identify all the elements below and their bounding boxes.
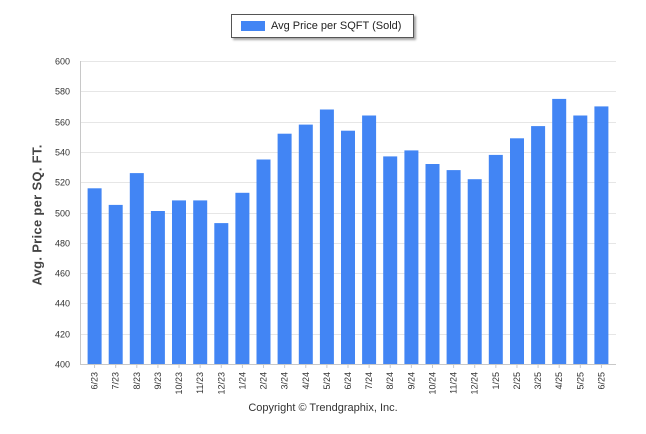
- x-tick-label: 1/24: [237, 372, 247, 390]
- bar: [467, 179, 482, 364]
- x-tick-label: 6/23: [90, 372, 100, 390]
- x-tick-label: 12/23: [216, 372, 226, 395]
- y-axis-label: Avg. Price per SQ. FT.: [29, 144, 45, 286]
- x-tick-label: 10/23: [174, 372, 184, 395]
- x-tick-label: 5/25: [575, 372, 585, 390]
- bar: [108, 204, 123, 364]
- legend: Avg Price per SQFT (Sold): [231, 14, 414, 38]
- x-tick-label: 8/24: [385, 372, 395, 390]
- x-tick-label: 1/25: [491, 372, 501, 390]
- bar: [446, 170, 461, 364]
- x-tick-label: 6/25: [596, 372, 606, 390]
- x-tick-label: 4/24: [301, 372, 311, 390]
- bar: [404, 150, 419, 364]
- bar: [425, 164, 440, 364]
- x-tick-label: 2/25: [512, 372, 522, 390]
- x-tick-label: 12/24: [470, 372, 480, 395]
- bar: [256, 159, 271, 364]
- y-tick-label: 400: [55, 360, 70, 370]
- x-tick-label: 5/24: [322, 372, 332, 390]
- y-tick-label: 440: [55, 299, 70, 309]
- y-tick-label: 460: [55, 269, 70, 279]
- bar: [172, 200, 186, 364]
- y-tick-label: 520: [55, 178, 70, 188]
- y-tick-label: 580: [55, 87, 70, 97]
- y-tick-label: 500: [55, 209, 70, 219]
- x-tick-label: 2/24: [259, 372, 269, 390]
- x-tick-label: 3/25: [533, 372, 543, 390]
- y-tick-label: 480: [55, 239, 70, 249]
- bar: [235, 192, 250, 364]
- bar: [341, 130, 355, 364]
- bar: [594, 106, 609, 365]
- y-tick-labels: 400 420 440 460 480 500 520 540 560 580 600: [55, 57, 70, 370]
- legend-swatch: [241, 21, 265, 31]
- x-tick-label: 7/24: [364, 372, 374, 390]
- y-tick-label: 540: [55, 148, 70, 158]
- x-tick-label: 9/23: [153, 372, 163, 390]
- bar: [383, 156, 398, 364]
- x-tick-label: 9/24: [406, 372, 416, 390]
- bar: [573, 115, 588, 364]
- x-tick-labels: 6/23 7/23 8/23 9/23 10/23 11/23 12/23 1/24 2/24 3…: [90, 372, 607, 395]
- bar: [87, 188, 102, 364]
- x-tick-label: 10/24: [428, 372, 438, 395]
- bar: [362, 115, 377, 364]
- bars: [87, 98, 609, 365]
- legend-label: Avg Price per SQFT (Sold): [271, 20, 402, 32]
- bar: [488, 154, 503, 364]
- x-tick-label: 11/23: [195, 372, 205, 394]
- bar: [277, 133, 292, 364]
- bar: [510, 138, 524, 364]
- y-tick-label: 420: [55, 330, 70, 340]
- bar: [193, 200, 208, 364]
- bar: [150, 211, 165, 364]
- bar: [531, 126, 546, 364]
- x-tick-label: 11/24: [449, 372, 459, 394]
- y-tick-label: 600: [55, 57, 70, 67]
- bar: [552, 98, 567, 365]
- y-tick-label: 560: [55, 118, 70, 128]
- bar: [214, 223, 229, 364]
- x-tick-label: 4/25: [554, 372, 564, 390]
- x-tick-label: 6/24: [343, 372, 353, 390]
- x-tick-label: 3/24: [280, 372, 290, 390]
- x-tick-label: 7/23: [111, 372, 121, 390]
- x-tick-label: 8/23: [132, 372, 142, 390]
- bar: [319, 109, 334, 364]
- copyright-text: Copyright © Trendgraphix, Inc.: [248, 402, 398, 414]
- bar: [129, 173, 144, 364]
- axes: [80, 61, 616, 368]
- bar: [298, 124, 313, 364]
